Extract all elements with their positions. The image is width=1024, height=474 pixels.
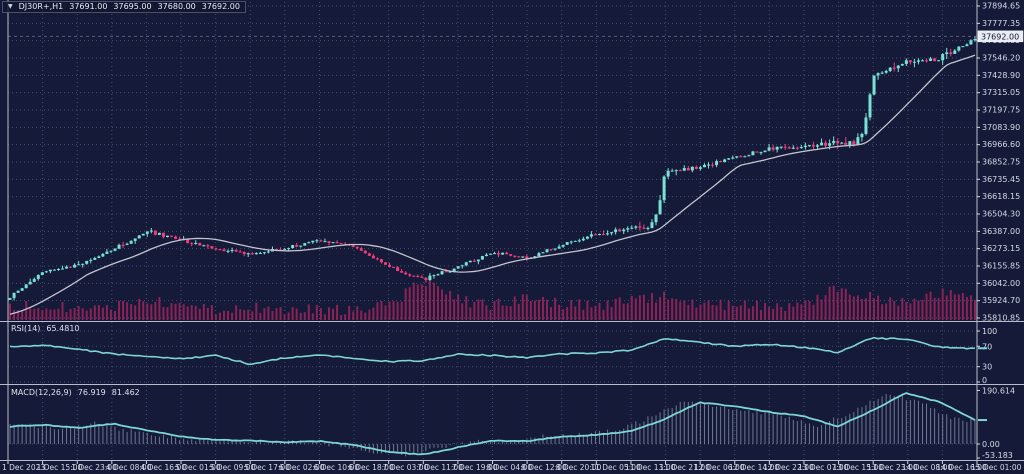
time-axis[interactable]: [0, 461, 1024, 474]
ohlc-low: 37680.00: [157, 2, 196, 11]
macd-axis-labels: 190.614 0.00 -53.183: [977, 386, 1015, 460]
macd-panel[interactable]: [8, 385, 977, 460]
price-axis-label: 37197.75: [982, 106, 1020, 115]
candlestick-series: [8, 36, 977, 301]
macd-main-value: 76.919: [77, 388, 106, 397]
price-axis-label: 37083.90: [982, 123, 1020, 132]
time-axis-label: 7 Dec 11:00: [417, 463, 463, 472]
rsi-level-label: 30: [982, 363, 992, 372]
rsi-level-label: 0: [982, 376, 987, 385]
time-axis-label: 13 Dec 23:00: [867, 463, 918, 472]
price-axis-label: 37315.05: [982, 88, 1020, 97]
price-axis-label: 36273.15: [982, 244, 1020, 253]
time-axis-label: 4 Dec 16:00: [140, 463, 186, 472]
price-axis-label: 36504.30: [982, 210, 1020, 219]
price-axis-label: 35810.85: [982, 314, 1020, 323]
price-axis-label: 36155.85: [982, 262, 1020, 271]
symbol-name: DJ30R+,H1: [18, 2, 64, 11]
rsi-panel[interactable]: [8, 322, 977, 384]
rsi-level-label: 100: [982, 327, 997, 336]
time-axis-label: 4 Dec 08:00: [106, 463, 152, 472]
time-axis-label: 11 Dec 21:00: [660, 463, 711, 472]
time-axis-label: 5 Dec 17:00: [244, 463, 290, 472]
macd-axis-label: -53.183: [982, 451, 1013, 460]
rsi-params: RSI(14): [11, 324, 41, 333]
symbol-title-bar: ▼ DJ30R+,H1 37691.00 37695.00 37680.00 3…: [2, 1, 246, 13]
time-axis-label: 13 Dec 07:00: [798, 463, 849, 472]
macd-params: MACD(12,26,9): [11, 388, 72, 397]
time-axis-label: 5 Dec 01:00: [175, 463, 221, 472]
grid-lines: [7, 2, 978, 460]
macd-signal-line: [9, 392, 976, 456]
time-axis-label: 12 Dec 14:00: [729, 463, 780, 472]
symbol-dropdown-icon[interactable]: ▼: [8, 3, 13, 10]
macd-signal-value: 81.462: [111, 388, 140, 397]
rsi-line: [9, 336, 976, 366]
time-axis-label: 12 Dec 06:00: [694, 463, 745, 472]
volume-series: [9, 280, 976, 320]
main-chart-panel[interactable]: [8, 0, 977, 321]
time-axis-label: 12 Dec 22:00: [763, 463, 814, 472]
price-axis-label: 35924.70: [982, 296, 1020, 305]
panel-separators: [0, 0, 1024, 461]
price-axis-label: 36618.15: [982, 192, 1020, 201]
ohlc-high: 37695.00: [113, 2, 152, 11]
time-axis-label: 13 Dec 15:00: [833, 463, 884, 472]
time-axis-label: 1 Dec 23:00: [71, 463, 117, 472]
time-axis-label: 11 Dec 13:00: [625, 463, 676, 472]
time-axis-label: 1 Dec 2023: [2, 463, 45, 472]
moving-average-line: [9, 54, 976, 315]
current-price-box: 37692.00: [977, 30, 1024, 43]
time-axis-label: 8 Dec 04:00: [487, 463, 533, 472]
time-axis-label: 8 Dec 20:00: [556, 463, 602, 472]
time-axis-label: 5 Dec 09:00: [210, 463, 256, 472]
macd-axis-label: 0.00: [982, 440, 1000, 449]
time-axis-label: 1 Dec 15:00: [37, 463, 83, 472]
price-axis-label: 36735.45: [982, 175, 1020, 184]
price-axis-label: 37546.20: [982, 54, 1020, 63]
ohlc-open: 37691.00: [69, 2, 108, 11]
current-price-label: 37692.00: [981, 32, 1019, 41]
time-axis-label: 6 Dec 10:00: [313, 463, 359, 472]
time-axis-label: 11 Dec 05:00: [590, 463, 641, 472]
price-axis-label: 36966.60: [982, 140, 1020, 149]
time-axis-label: 6 Dec 18:00: [348, 463, 394, 472]
macd-axis-label: 190.614: [982, 386, 1015, 395]
time-axis-label: 15 Dec 01:00: [971, 463, 1022, 472]
price-axis[interactable]: [977, 0, 1024, 460]
price-axis-label: 37777.35: [982, 19, 1020, 28]
time-axis-label: 8 Dec 12:00: [521, 463, 567, 472]
ohlc-close: 37692.00: [201, 2, 240, 11]
time-axis-label: 6 Dec 02:00: [279, 463, 325, 472]
time-axis-label: 7 Dec 03:00: [383, 463, 429, 472]
time-axis-label: 14 Dec 16:00: [936, 463, 987, 472]
rsi-value: 65.4810: [46, 324, 80, 333]
price-axis-label: 37428.90: [982, 71, 1020, 80]
rsi-axis-labels: 100 70 30 0: [977, 327, 997, 385]
rsi-indicator-label: RSI(14) 65.4810: [11, 324, 80, 333]
time-axis-label: 7 Dec 19:00: [452, 463, 498, 472]
price-axis-label: 36387.00: [982, 227, 1020, 236]
rsi-level-label: 70: [982, 342, 992, 351]
price-axis-label: 36042.00: [982, 279, 1020, 288]
price-axis-label: 36852.75: [982, 158, 1020, 167]
time-axis-label: 14 Dec 08:00: [902, 463, 953, 472]
macd-indicator-label: MACD(12,26,9) 76.919 81.462: [11, 388, 140, 397]
price-axis-label: 37894.65: [982, 2, 1020, 11]
